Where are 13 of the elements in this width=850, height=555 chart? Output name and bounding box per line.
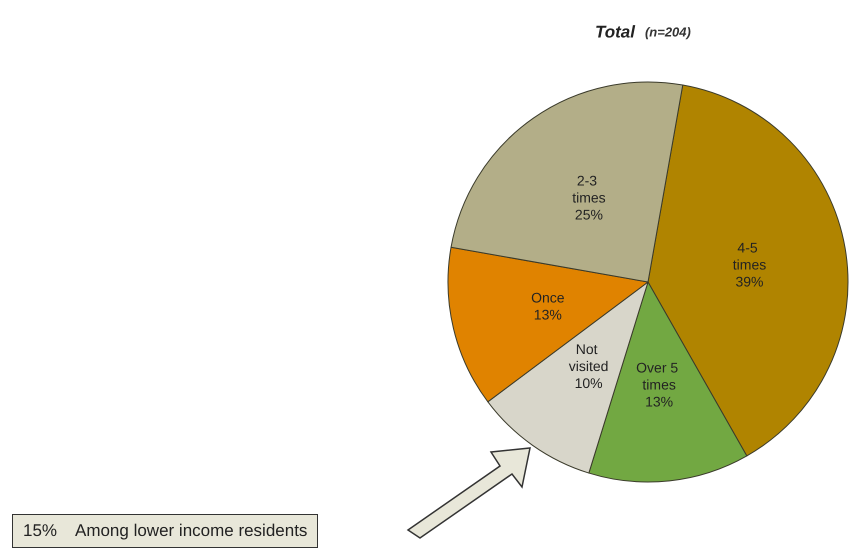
data-label: 13%: [534, 306, 562, 322]
text: 15% Among lower income residents: [12, 514, 318, 548]
slice-label: 4-5 times: [732, 239, 766, 272]
slice-label: 2-3 times: [572, 172, 606, 206]
slice-label: Once: [531, 289, 565, 306]
data-label: 10%: [574, 375, 603, 392]
slice-label: Over 5 times: [636, 359, 682, 392]
data-label: 39%: [735, 273, 764, 290]
chart-subtitle: (n=204): [644, 24, 691, 40]
data-label: 25%: [574, 206, 603, 223]
chart-title: Total: [595, 22, 636, 42]
slice-label: Not visited: [568, 341, 608, 374]
data-label: 13%: [645, 393, 674, 410]
